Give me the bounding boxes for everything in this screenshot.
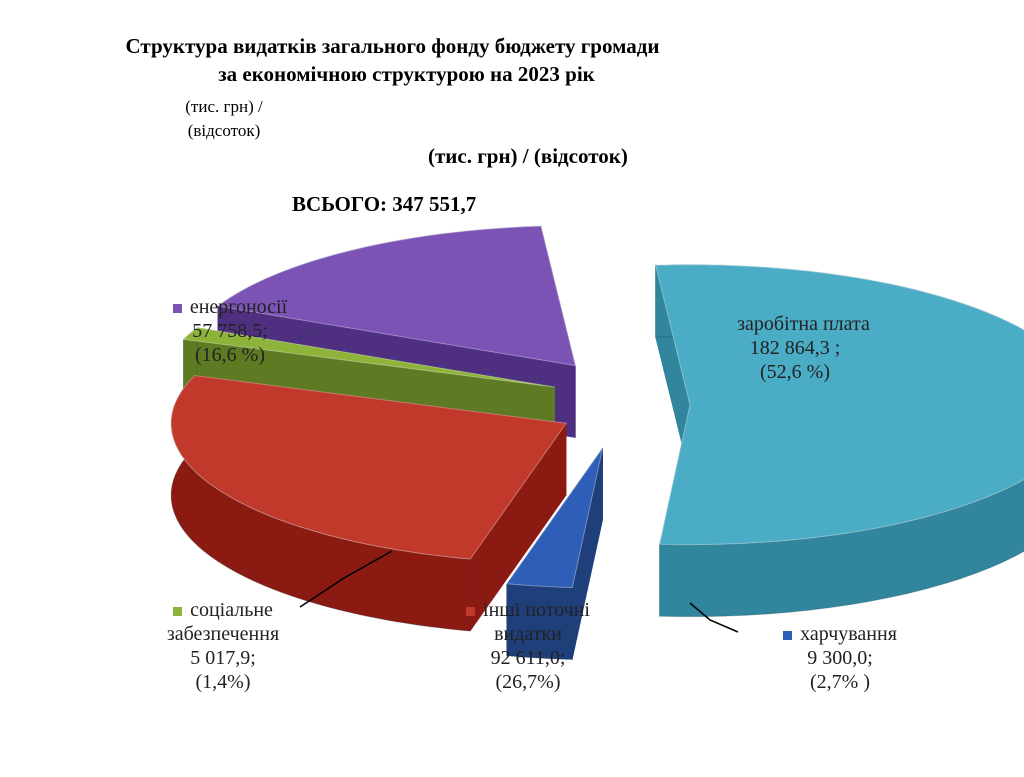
slice-name-social-1: соціальне xyxy=(190,599,273,621)
pie-slice-food xyxy=(505,447,604,661)
slice-name-salary: заробітна плата xyxy=(737,313,870,335)
slice-value-salary: 182 864,3 ; xyxy=(749,337,841,359)
slice-pct-food: (2,7% ) xyxy=(810,671,870,693)
total-label: ВСЬОГО: 347 551,7 xyxy=(292,192,477,216)
slice-label-other: інші поточні видатки 92 611,0; (26,7%) xyxy=(408,598,648,694)
pie-slice-top-energy xyxy=(216,225,577,367)
slice-pct-other: (26,7%) xyxy=(495,671,561,693)
slice-label-salary: заробітна плата 182 864,3 ; (52,6 %) xyxy=(660,312,930,384)
slice-name-food: харчування xyxy=(800,623,897,645)
slice-value-social: 5 017,9; xyxy=(190,647,256,669)
slice-pct-social: (1,4%) xyxy=(195,671,251,693)
units-note-small: (тис. грн) / (відсоток) xyxy=(164,95,284,143)
legend-marker-salary xyxy=(720,320,730,330)
legend-marker-social xyxy=(173,606,183,616)
units-note-small-line2: (відсоток) xyxy=(187,121,261,140)
units-note-small-line1: (тис. грн) / xyxy=(185,97,263,116)
units-note: (тис. грн) / (відсоток) xyxy=(428,144,628,168)
leader-line-social xyxy=(299,550,393,608)
slice-value-food: 9 300,0; xyxy=(807,647,873,669)
pie-slice-top-other xyxy=(170,374,567,560)
leader-line-food xyxy=(689,602,739,633)
slice-name-social-2: забезпечення xyxy=(166,623,280,645)
slice-value-other: 92 611,0; xyxy=(490,647,566,669)
slice-label-social: соціальне забезпечення 5 017,9; (1,4%) xyxy=(108,598,338,694)
slice-pct-salary: (52,6 %) xyxy=(760,361,830,383)
slice-name-energy: енергоносії xyxy=(189,296,288,318)
slice-label-food: харчування 9 300,0; (2,7% ) xyxy=(725,622,955,694)
legend-marker-food xyxy=(783,630,793,640)
pie-slice-top-social xyxy=(182,327,555,388)
pie-slice-other xyxy=(170,374,567,632)
pie-slice-salary xyxy=(654,264,1024,618)
chart-title-line2: за економічною структурою на 2023 рік xyxy=(218,62,595,86)
pie-slice-top-salary xyxy=(654,264,1024,546)
legend-marker-other xyxy=(466,606,476,616)
slice-name-other-1: інші поточні xyxy=(483,599,590,621)
slice-label-energy: енергоносії 57 758,5; (16,6 %) xyxy=(115,295,345,367)
legend-marker-energy xyxy=(172,303,182,313)
slice-name-other-2: видатки xyxy=(494,623,562,645)
slice-pct-energy: (16,6 %) xyxy=(195,344,265,366)
slice-value-energy: 57 758,5; xyxy=(192,320,268,342)
pie-slice-top-food xyxy=(505,447,604,589)
chart-title-line1: Структура видатків загального фонду бюдж… xyxy=(125,34,660,58)
